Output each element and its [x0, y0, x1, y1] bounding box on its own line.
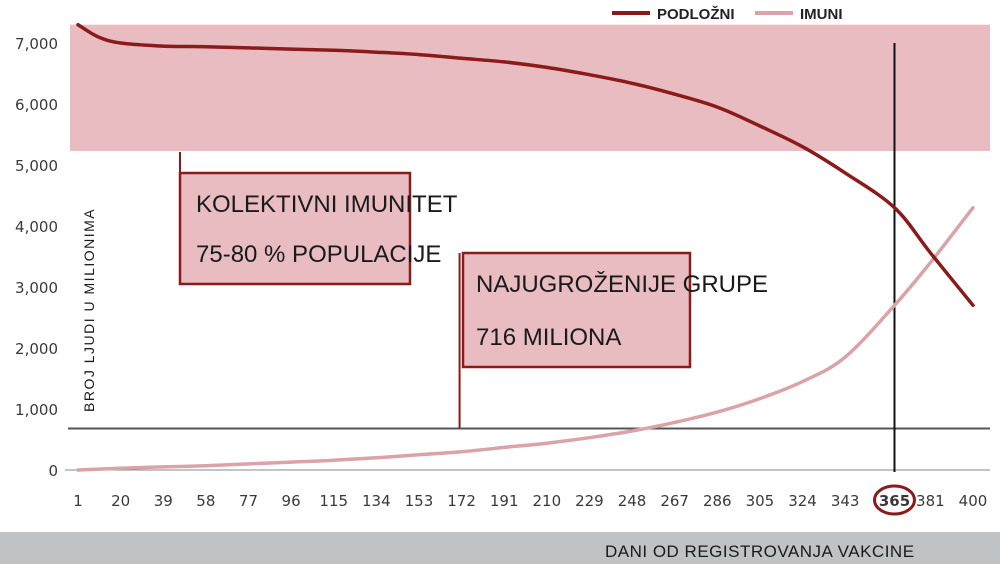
- herd-immunity-label: KOLEKTIVNI IMUNITET: [196, 191, 458, 218]
- x-tick-label: 153: [405, 492, 434, 510]
- y-tick-label: 3,000: [15, 279, 58, 297]
- x-tick-label: 381: [916, 492, 945, 510]
- x-tick-label: 400: [959, 492, 988, 510]
- x-tick-label: 286: [703, 492, 732, 510]
- x-axis-label-bar: [0, 532, 1000, 564]
- y-tick-label: 1,000: [15, 401, 58, 419]
- x-axis-label: DANI OD REGISTROVANJA VAKCINE: [605, 542, 915, 561]
- x-tick-label: 96: [282, 492, 301, 510]
- x-tick-label: 210: [532, 492, 561, 510]
- y-axis-label: BROJ LJUDI U MILIONIMA: [81, 208, 97, 412]
- vulnerable-groups-count: 716 MILIONA: [476, 324, 621, 351]
- x-tick-label: 191: [490, 492, 519, 510]
- x-tick-label: 365: [879, 492, 910, 510]
- x-axis-ticks: 1 20 39 58 77 96 115 134 153 172 191 210 229 248 267 28…: [73, 484, 988, 516]
- x-tick-label: 305: [746, 492, 775, 510]
- legend-label-podlozni: PODLOŽNI: [657, 5, 735, 23]
- x-tick-label: 1: [73, 492, 83, 510]
- series-line-podlozni: [76, 22, 975, 308]
- x-tick-label: 229: [575, 492, 604, 510]
- x-tick-label: 20: [111, 492, 130, 510]
- y-tick-label: 0: [48, 462, 58, 480]
- vulnerable-groups-box: [461, 251, 692, 369]
- x-tick-label: 58: [196, 492, 215, 510]
- y-tick-label: 5,000: [15, 157, 58, 175]
- x-tick-label: 134: [362, 492, 391, 510]
- x-tick-label: 39: [154, 492, 173, 510]
- x-tick-label: 343: [831, 492, 860, 510]
- x-tick-label: 77: [239, 492, 258, 510]
- herd-immunity-box: [178, 171, 412, 286]
- x-tick-label: 115: [319, 492, 348, 510]
- legend-label-imuni: IMUNI: [800, 6, 843, 23]
- legend: PODLOŽNI IMUNI: [612, 5, 843, 23]
- vulnerable-groups-label: NAJUGROŽENIJE GRUPE: [476, 271, 768, 298]
- x-tick-label: 324: [788, 492, 817, 510]
- y-tick-label: 6,000: [15, 96, 58, 114]
- y-tick-label: 7,000: [15, 35, 58, 53]
- series-line-imuni: [76, 205, 975, 472]
- y-tick-label: 4,000: [15, 218, 58, 236]
- x-tick-label: 267: [660, 492, 689, 510]
- x-tick-label: 172: [447, 492, 476, 510]
- highlight-ring: [872, 484, 916, 516]
- y-axis-ticks: 0 1,000 2,000 3,000 4,000 5,000 6,000 7,000: [15, 35, 58, 480]
- x-tick-label: 248: [618, 492, 647, 510]
- herd-immunity-band: [70, 24, 990, 151]
- herd-immunity-sublabel: 75-80 % POPULACIJE: [196, 241, 441, 268]
- y-tick-label: 2,000: [15, 340, 58, 358]
